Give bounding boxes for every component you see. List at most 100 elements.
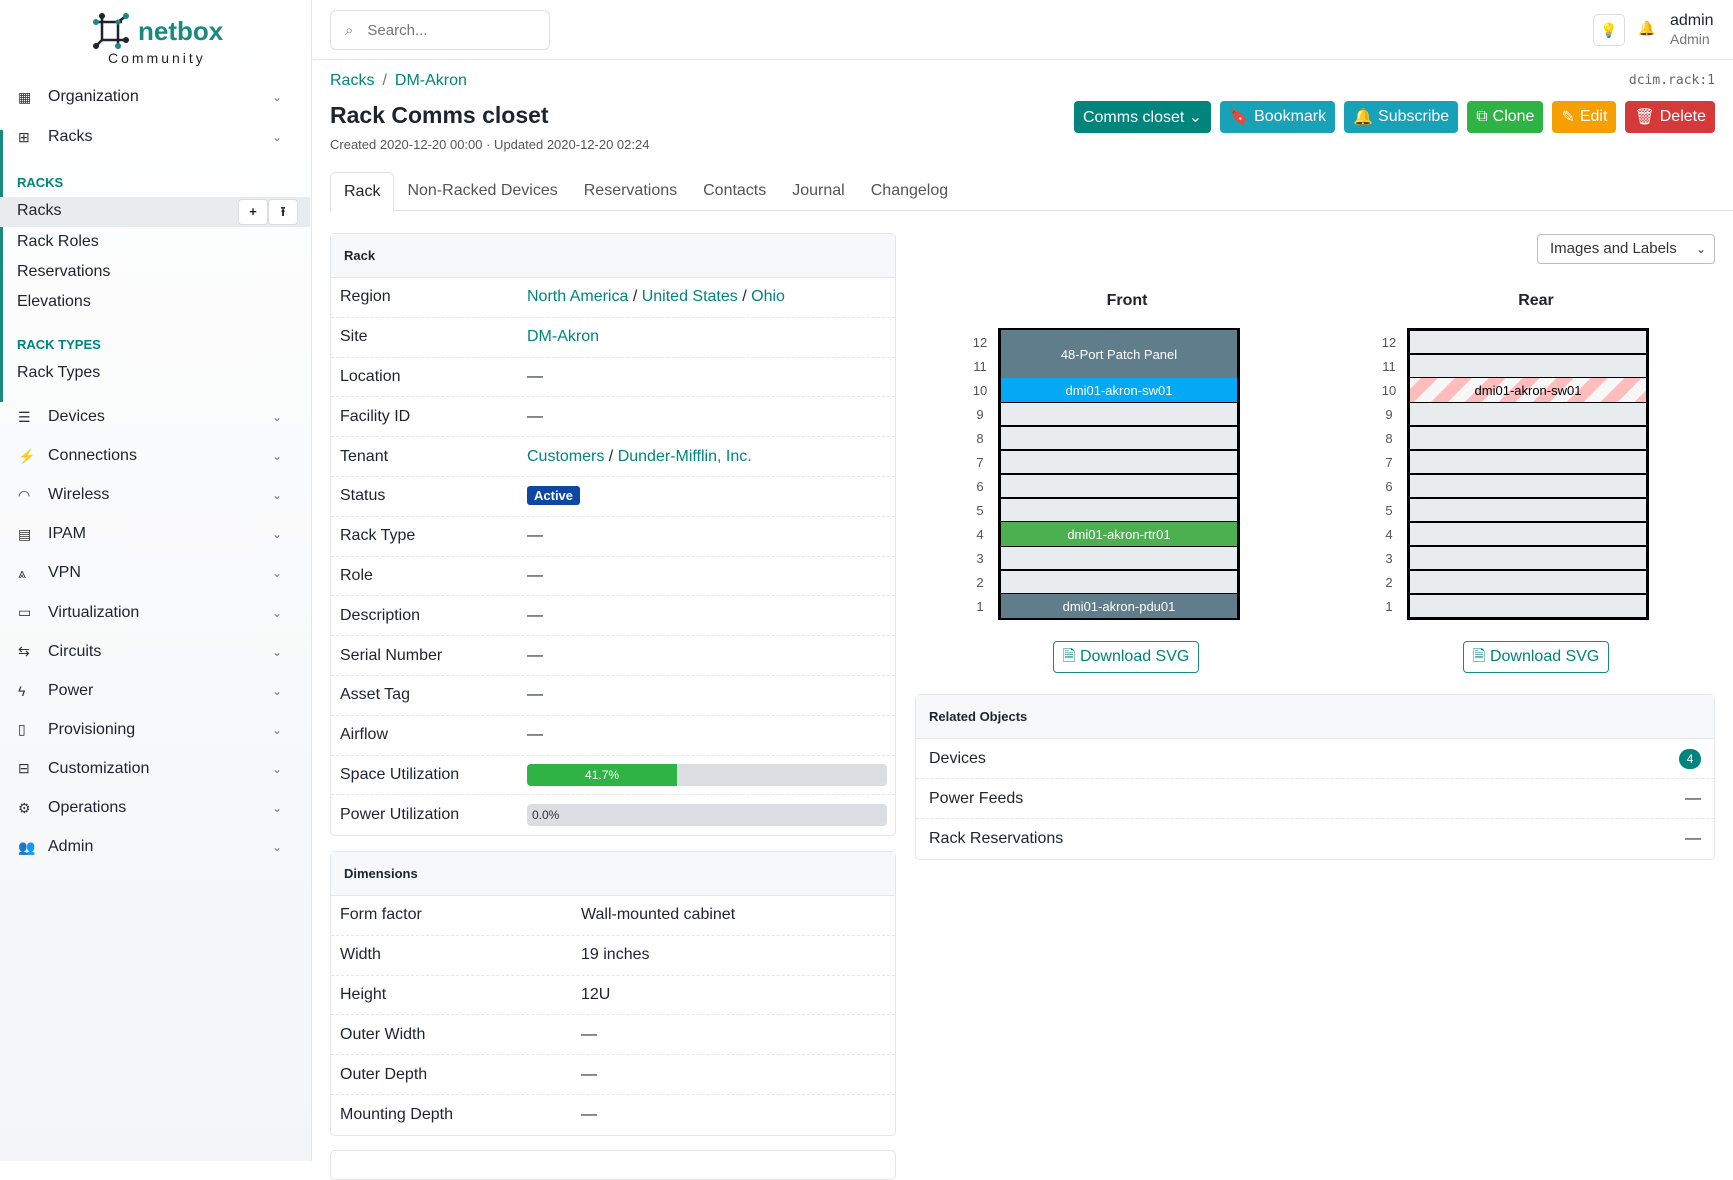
nav-organization[interactable]: ▦ Organization ⌄ (0, 78, 312, 116)
nav-devices[interactable]: ☰ Devices ⌄ (0, 398, 312, 436)
button-label: Subscribe (1378, 108, 1450, 125)
attr-link[interactable]: North America (527, 288, 629, 306)
delete-button[interactable]: 🗑 Delete (1625, 101, 1715, 133)
tab-non-racked-devices[interactable]: Non-Racked Devices (407, 182, 558, 199)
sidebar-item-elevations[interactable]: Elevations (17, 293, 91, 310)
front-rack-slot[interactable] (1001, 379, 1237, 401)
front-rack-slot[interactable] (1001, 403, 1237, 425)
nav-wireless[interactable]: ◠ Wireless ⌄ (0, 476, 312, 514)
unit-number: 4 (976, 527, 983, 542)
chevron-down-icon: ⌄ (272, 488, 283, 503)
attr-link[interactable]: Dunder-Mifflin, Inc. (617, 447, 752, 465)
tab-bar: Rack Non-Racked Devices Reservations Contac… (330, 172, 1733, 212)
bookmark-button[interactable]: 🔖 Bookmark (1220, 101, 1336, 133)
subscribe-button[interactable]: 🔔 Subscribe (1344, 101, 1459, 133)
edit-button[interactable]: ✎ Edit (1552, 101, 1617, 133)
breadcrumb-racks[interactable]: Racks (330, 72, 375, 89)
attr-label: Description (340, 606, 421, 624)
rear-rack-slot[interactable] (1410, 523, 1646, 545)
nav-customization[interactable]: ⊟ Customization ⌄ (0, 750, 312, 788)
nav-provisioning[interactable]: ▯ Provisioning ⌄ (0, 711, 312, 749)
rear-rack-slot[interactable] (1410, 379, 1646, 401)
comms-button[interactable]: Comms closet ⌄ (1073, 101, 1212, 133)
elevation-view-select[interactable]: Images and Labels ⌄ (1537, 234, 1715, 264)
rear-device[interactable] (1410, 378, 1646, 402)
rear-rack-slot[interactable] (1410, 499, 1646, 521)
section-rack-types: RACK TYPES (17, 337, 101, 352)
related-devices[interactable]: Devices 4 (916, 739, 1714, 779)
nav-power[interactable]: ϟ Power ⌄ (0, 672, 312, 710)
download-rear-svg-button[interactable]: 🗎 Download SVG (1463, 641, 1609, 673)
front-rack-slot[interactable] (1001, 571, 1237, 593)
front-rack-slot[interactable] (1001, 427, 1237, 449)
search-box[interactable]: ⌕ (330, 10, 550, 50)
rear-rack-slot[interactable] (1410, 451, 1646, 473)
tab-reservations[interactable]: Reservations (583, 182, 678, 199)
file-download-icon: 🗎 (1472, 648, 1490, 665)
front-device[interactable] (1001, 522, 1237, 546)
related-power-feeds[interactable]: Power Feeds — (916, 779, 1714, 819)
bell-icon[interactable]: 🔔 (1638, 20, 1656, 36)
front-rack-slot[interactable] (1001, 355, 1237, 377)
user-menu[interactable]: admin Admin (1670, 12, 1714, 48)
front-rack-slot[interactable] (1001, 475, 1237, 497)
front-rack-slot[interactable] (1001, 451, 1237, 473)
nav-virtualization[interactable]: ▭ Virtualization ⌄ (0, 594, 312, 632)
front-device[interactable] (1001, 594, 1237, 618)
download-front-svg-button[interactable]: 🗎 Download SVG (1053, 641, 1199, 673)
front-rack-slot[interactable] (1001, 523, 1237, 545)
rear-rack-slot[interactable] (1410, 547, 1646, 569)
rear-rack-slot[interactable] (1410, 571, 1646, 593)
add-rack-button[interactable]: + (238, 199, 268, 225)
lightbulb-icon[interactable]: 💡 (1593, 14, 1625, 46)
attr-link[interactable]: Customers (527, 447, 605, 465)
rear-rack-slot[interactable] (1410, 403, 1646, 425)
search-input[interactable] (367, 21, 518, 39)
front-rack-slot[interactable] (1001, 595, 1237, 617)
attr-link[interactable]: Ohio (751, 288, 785, 306)
front-rack-slot[interactable] (1001, 499, 1237, 521)
breadcrumb-site[interactable]: DM-Akron (394, 72, 467, 89)
front-device[interactable] (1001, 330, 1237, 378)
tab-rack[interactable]: Rack (330, 172, 395, 212)
attr-link[interactable]: United States (641, 288, 738, 306)
sidebar-item-reservations[interactable]: Reservations (17, 263, 111, 280)
import-racks-button[interactable]: ⭱ (268, 199, 298, 225)
tab-contacts[interactable]: Contacts (703, 182, 767, 199)
rack-card: Rack Region North America / United States… (330, 233, 896, 837)
nav-admin[interactable]: 👥 Admin ⌄ (0, 828, 312, 866)
rear-rack-slot[interactable] (1410, 595, 1646, 617)
rear-rack-slot[interactable] (1410, 427, 1646, 449)
attr-link[interactable]: DM-Akron (527, 328, 600, 346)
sidebar-item-racks[interactable]: Racks (17, 202, 62, 219)
sidebar-item-rack-types[interactable]: Rack Types (17, 364, 101, 381)
rear-rack-slot[interactable] (1410, 475, 1646, 497)
unit-number: 6 (976, 479, 983, 494)
sidebar-item-rack-roles[interactable]: Rack Roles (17, 233, 99, 250)
related-rack-reservations[interactable]: Rack Reservations — (916, 819, 1714, 859)
attr-value: — (527, 726, 543, 744)
front-rack-slot[interactable] (1001, 547, 1237, 569)
clone-button[interactable]: ⧉ Clone (1467, 101, 1544, 133)
rear-rack-slot[interactable] (1410, 331, 1646, 353)
netbox-logo[interactable]: netbox Community (92, 12, 223, 70)
object-identifier: dcim.rack:1 (1628, 73, 1715, 88)
dimension-row: Outer Width — (331, 1015, 895, 1056)
nav-circuits[interactable]: ⇆ Circuits ⌄ (0, 633, 312, 671)
front-device[interactable] (1001, 378, 1237, 402)
nav-racks[interactable]: ⊞ Racks ⌄ (0, 118, 312, 156)
nav-operations[interactable]: ⚙ Operations ⌄ (0, 789, 312, 827)
unit-number: 3 (1385, 551, 1392, 566)
tab-changelog[interactable]: Changelog (870, 182, 949, 199)
nav-ipam[interactable]: ▤ IPAM ⌄ (0, 515, 312, 553)
front-rack-slot[interactable] (1001, 331, 1237, 353)
nav-label: Racks (48, 128, 93, 145)
nav-connections[interactable]: ⚡ Connections ⌄ (0, 437, 312, 475)
unit-number: 6 (1385, 479, 1392, 494)
sidebar: netbox Community ▦ Organization ⌄ ⊞ Racks ⌄ … (0, 0, 312, 1161)
attr-label: Status (340, 487, 386, 505)
tab-journal[interactable]: Journal (792, 182, 845, 199)
nav-vpn[interactable]: ⩓ VPN ⌄ (0, 554, 312, 592)
rear-rack-slot[interactable] (1410, 355, 1646, 377)
unit-number: 2 (976, 575, 983, 590)
